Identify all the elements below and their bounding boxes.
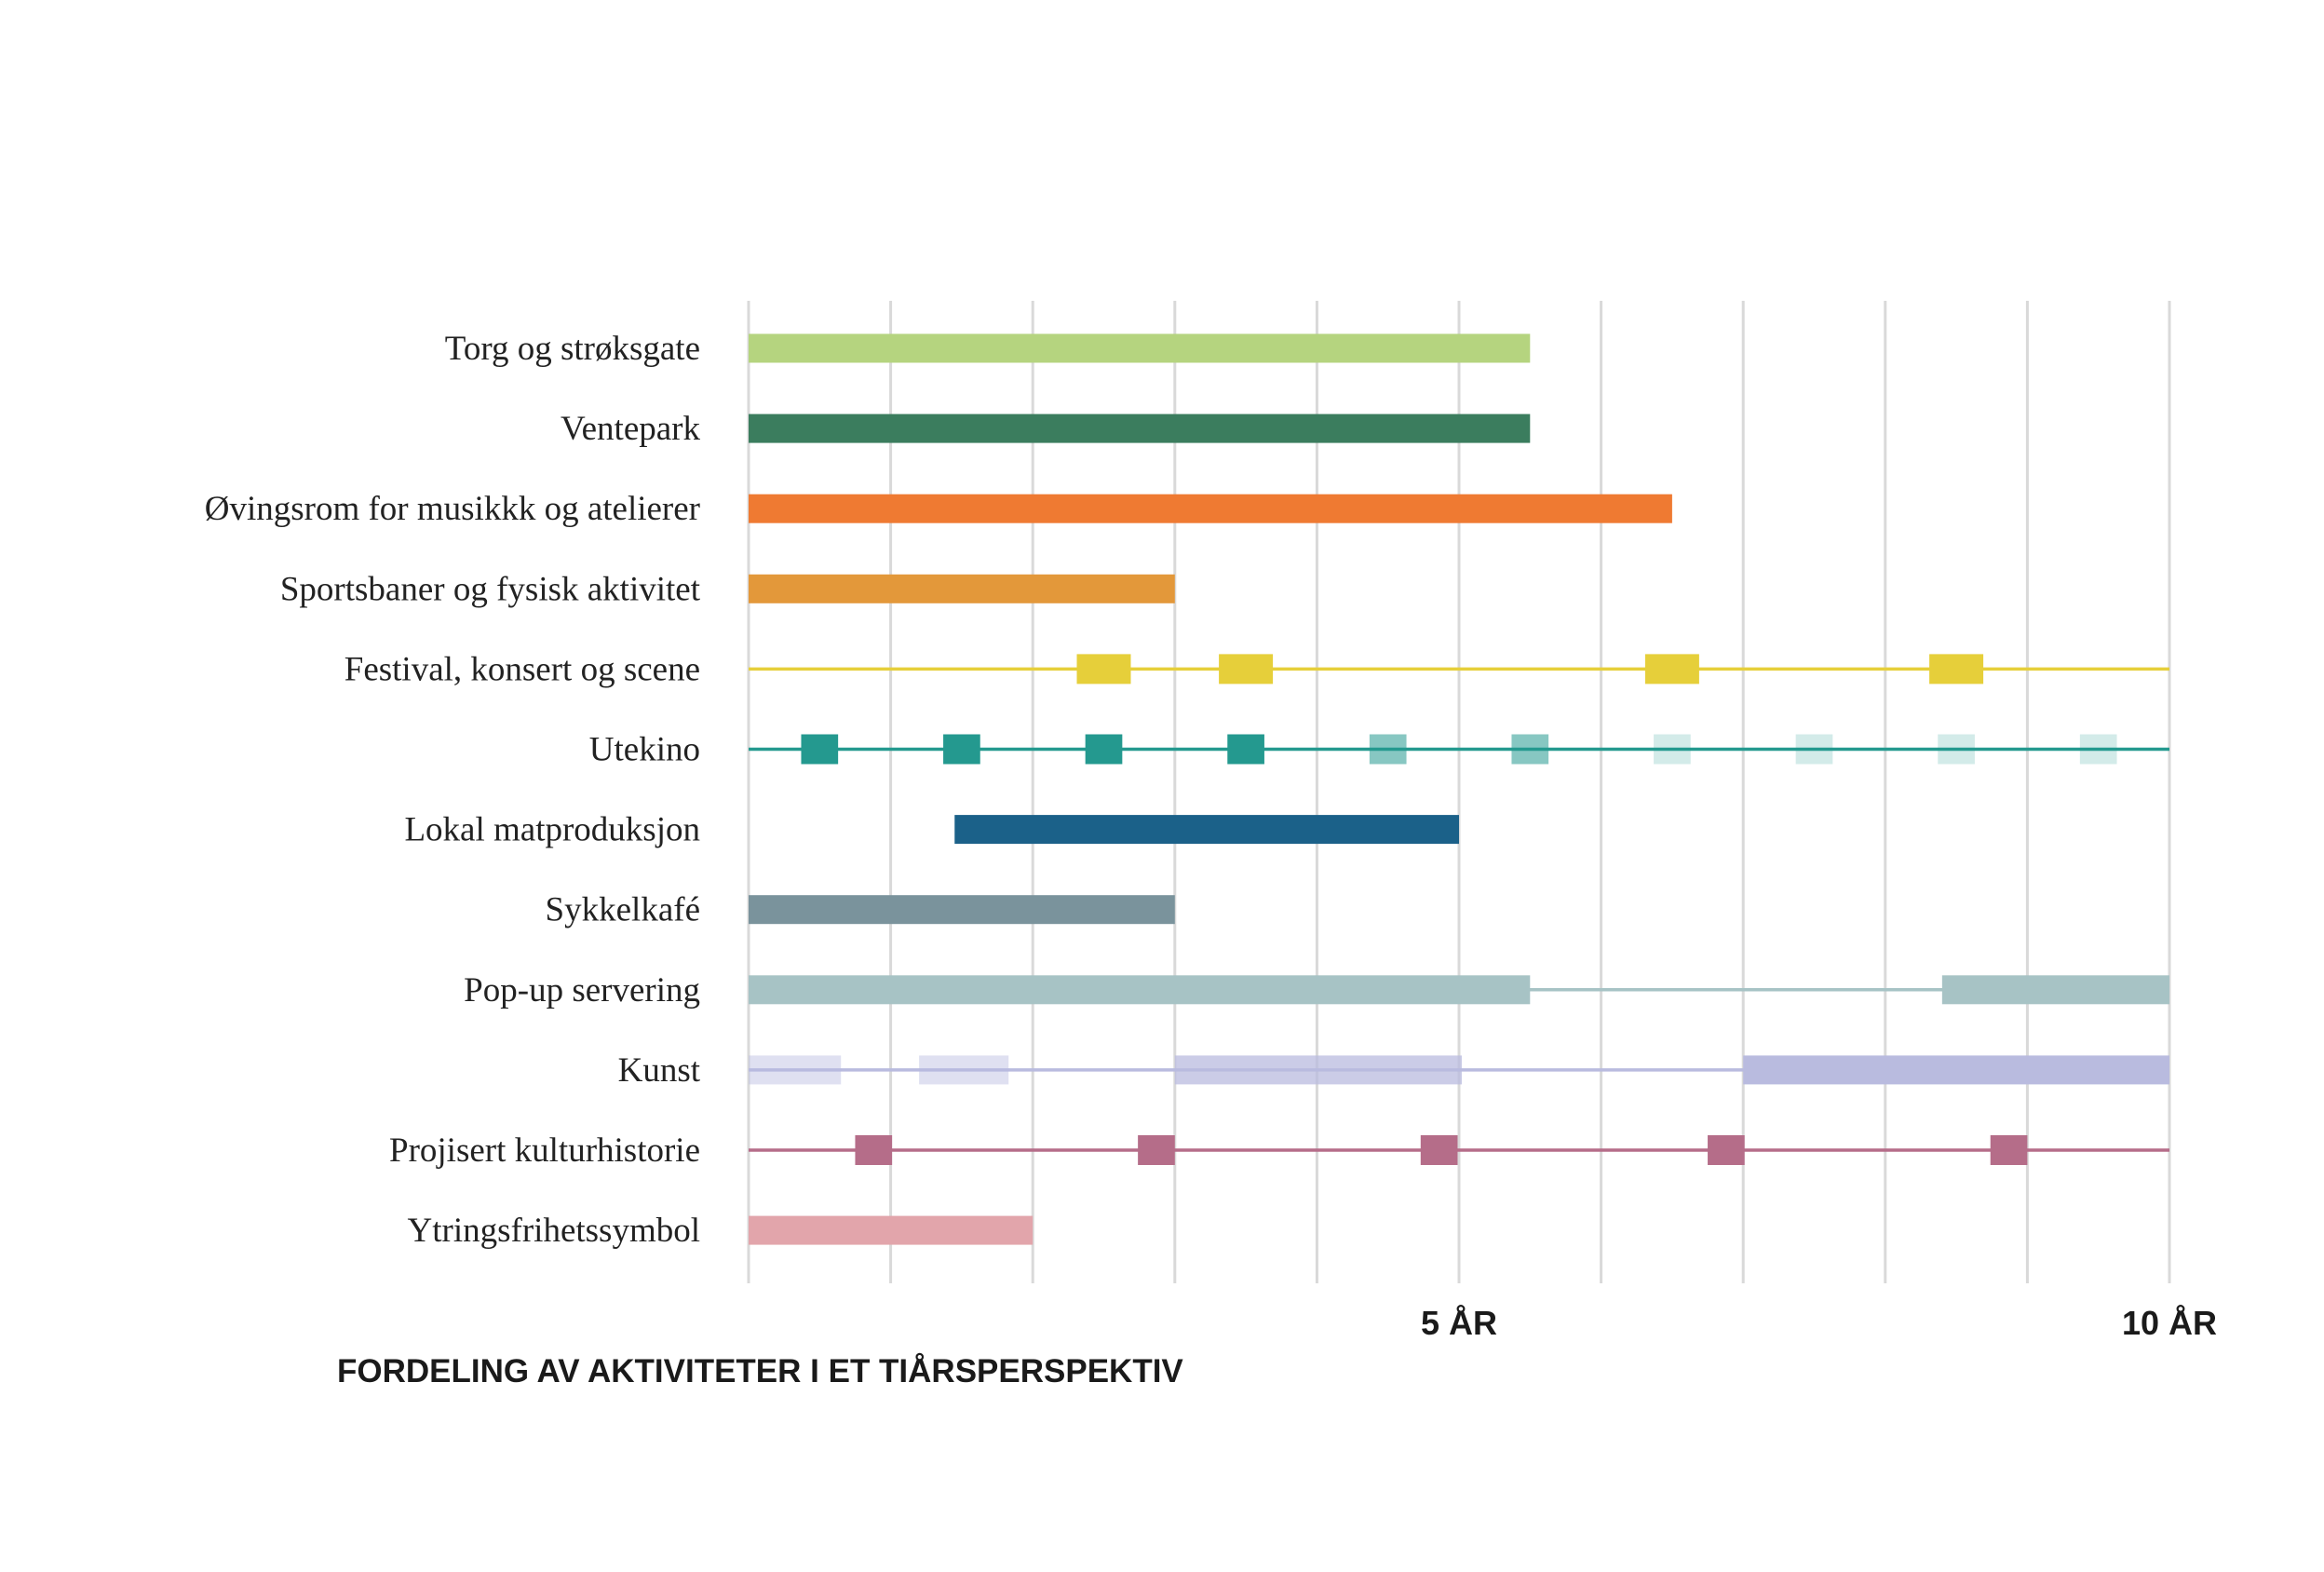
row-label: Kunst [618,1051,701,1090]
timeline-row: Kunst [618,1051,2169,1090]
event-marker [1795,734,1833,765]
event-marker [801,734,839,765]
x-tick-label: 10 ÅR [2122,1304,2217,1342]
timeline-row: Projisert kulturhistorie [389,1132,2169,1170]
activity-bar [749,574,1175,603]
activity-bar [749,895,1175,925]
event-marker [2079,734,2117,765]
chart-rows: Torg og strøksgate Ventepark Øvingsrom for… [205,330,2169,1250]
timeline-row: Festival, konsert og scene [345,650,2169,688]
event-marker [943,734,980,765]
row-label: Pop-up servering [464,971,700,1010]
row-label: Ventepark [561,410,700,448]
event-marker [1708,1135,1745,1165]
row-label: Torg og strøksgate [445,330,700,368]
activity-bar [1941,975,2169,1005]
activity-bar [1743,1055,2169,1085]
timeline-row: Øvingsrom for musikkk og atelierer [205,490,1672,528]
activity-bar [749,1215,1034,1245]
timeline-row: Sykkelkafé [546,891,1175,929]
event-marker [1420,1135,1458,1165]
row-label: Sykkelkafé [546,891,700,929]
event-marker [1138,1135,1175,1165]
event-marker [1076,654,1131,684]
event-marker [1511,734,1549,765]
event-marker [1644,654,1699,684]
event-marker [1219,654,1274,684]
timeline-row: Lokal matproduksjon [404,811,1459,849]
activity-bar [749,494,1672,523]
timeline-row: Pop-up servering [464,971,2169,1010]
timeline-row: Utekino [589,731,2169,769]
activity-bar [954,815,1459,845]
event-marker [1085,734,1123,765]
event-marker [855,1135,893,1165]
event-marker [1654,734,1691,765]
activity-bar [749,975,1531,1005]
row-label: Utekino [589,731,700,769]
activity-bar [1174,1055,1463,1085]
row-label: Lokal matproduksjon [404,811,700,849]
row-label: Øvingsrom for musikkk og atelierer [205,490,700,528]
x-axis-ticks: 5 ÅR 10 ÅR [1421,1304,2217,1342]
timeline-row: Sportsbaner og fysisk aktivitet [280,570,1175,608]
chart-title: FORDELING AV AKTIVITETER I ET TIÅRSPERSP… [337,1352,1183,1389]
activity-bar [749,1055,842,1085]
event-marker [1929,654,1984,684]
grid-lines [747,301,2171,1283]
timeline-row: Ventepark [561,410,1531,448]
event-marker [1369,734,1407,765]
row-label: Ytringsfrihetssymbol [408,1212,700,1250]
row-label: Projisert kulturhistorie [389,1132,700,1170]
row-label: Festival, konsert og scene [345,650,700,688]
timeline-row: Ytringsfrihetssymbol [408,1212,1034,1250]
x-tick-label: 5 ÅR [1421,1304,1497,1342]
timeline-row: Torg og strøksgate [445,330,1531,368]
event-marker [1990,1135,2028,1165]
event-marker [1938,734,1975,765]
activity-bar [749,413,1531,443]
activity-bar [749,333,1531,363]
row-label: Sportsbaner og fysisk aktivitet [280,570,701,608]
event-marker [1227,734,1264,765]
activity-bar [919,1055,1009,1085]
